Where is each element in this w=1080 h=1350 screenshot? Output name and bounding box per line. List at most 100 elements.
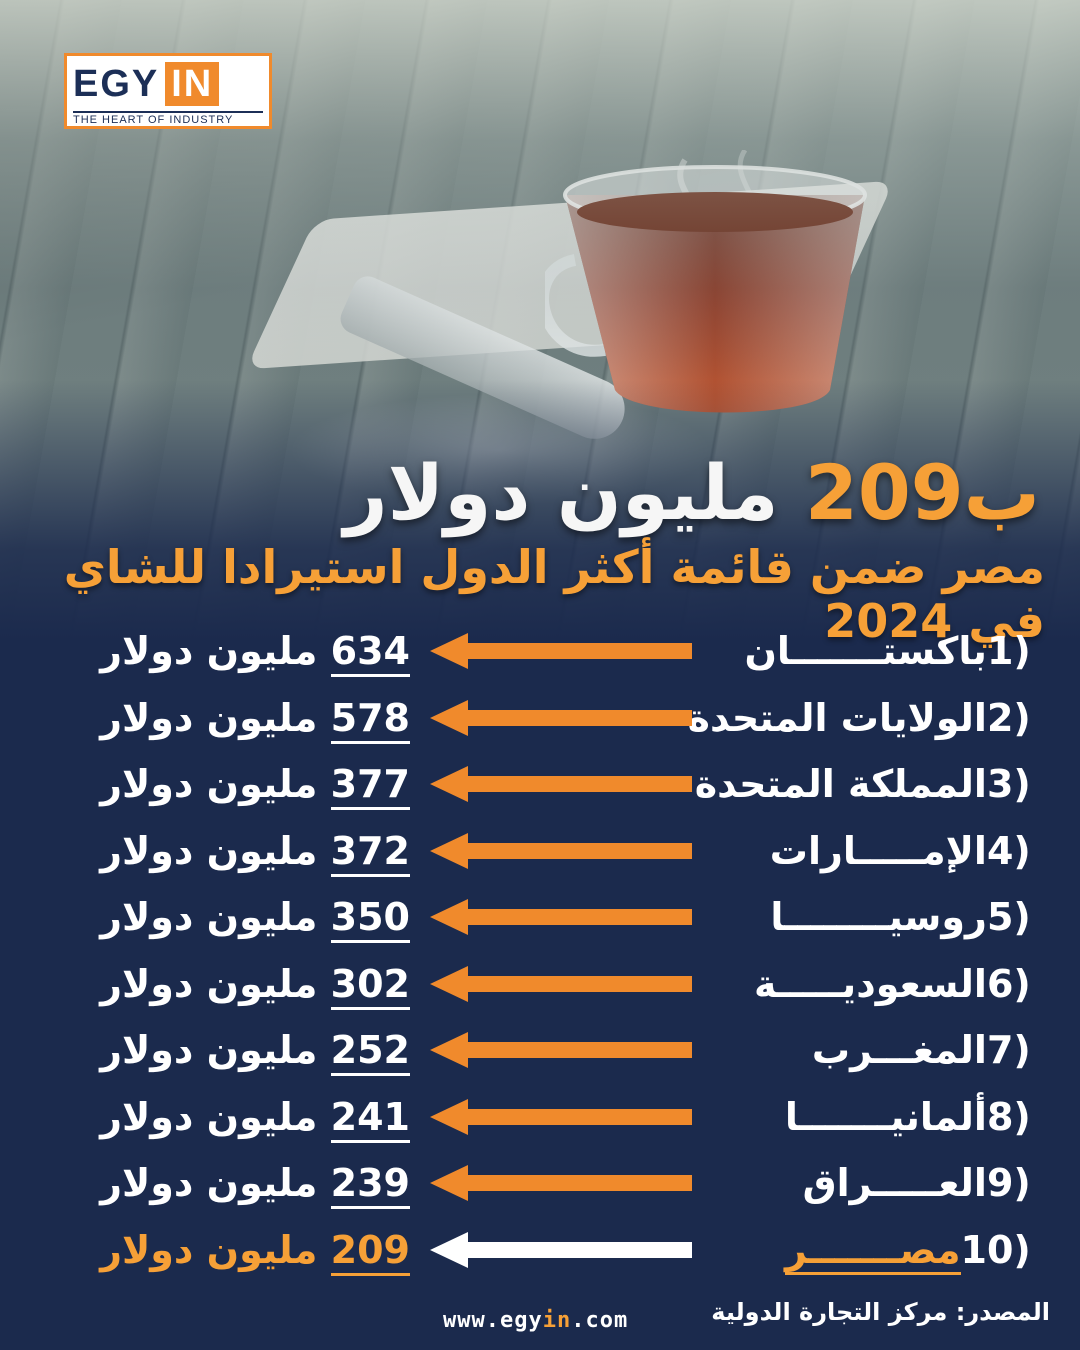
value-label: 252 مليون دولار	[40, 1025, 410, 1076]
value-label: 372 مليون دولار	[40, 826, 410, 877]
website-link[interactable]: www.egyin.com	[443, 1308, 628, 1333]
value-unit: مليون دولار	[100, 961, 331, 1006]
logo-tagline: THE HEART OF INDUSTRY	[73, 111, 263, 126]
ranking-row-10: 10) مصـــــــر 209 مليون دولار	[0, 1225, 1080, 1276]
country-label: 2) الولايات المتحدة	[688, 693, 1044, 743]
value-label: 350 مليون دولار	[40, 892, 410, 943]
rank-paren: )	[1013, 629, 1044, 673]
value-label: 239 مليون دولار	[40, 1158, 410, 1209]
arrow-left-icon	[430, 899, 692, 935]
rank-paren: )	[1013, 1094, 1044, 1139]
country-name: الإمـــــارات	[769, 828, 987, 873]
arrow-left-icon	[430, 1231, 692, 1268]
rank-paren: )	[1013, 828, 1044, 873]
country-name: باكستـــــــان	[744, 629, 987, 673]
value-unit: مليون دولار	[100, 695, 331, 740]
arrow-left-icon	[430, 633, 692, 669]
ranking-row-9: 9) العـــــراق 239 مليون دولار	[0, 1158, 1080, 1209]
rank-number: 6	[986, 961, 1014, 1006]
value-number: 241	[330, 1094, 410, 1143]
value-label: 302 مليون دولار	[40, 959, 410, 1010]
arrow-left-icon	[430, 1098, 692, 1135]
logo-text-in: IN	[165, 62, 220, 106]
rank-number: 3	[986, 762, 1014, 806]
ranking-row-2: 2) الولايات المتحدة 578 مليون دولار	[0, 693, 1080, 744]
value-number: 252	[330, 1028, 410, 1076]
country-name: المملكة المتحدة	[694, 762, 987, 806]
ranking-row-3: 3) المملكة المتحدة 377 مليون دولار	[0, 759, 1080, 810]
value-number: 578	[330, 695, 410, 744]
value-unit: مليون دولار	[100, 1028, 331, 1072]
rank-number: 1	[986, 629, 1014, 673]
rank-paren: )	[1013, 762, 1044, 806]
value-unit: مليون دولار	[100, 762, 331, 806]
ranking-row-7: 7) المغـــرب 252 مليون دولار	[0, 1025, 1080, 1076]
rank-paren: )	[1013, 1028, 1044, 1072]
rank-number: 7	[986, 1028, 1014, 1072]
value-label: 241 مليون دولار	[40, 1092, 410, 1143]
website-suffix: .com	[571, 1308, 629, 1333]
country-name: السعوديـــــة	[753, 961, 987, 1006]
website-prefix: www.egy	[443, 1308, 543, 1333]
ranking-row-8: 8) ألمانيـــــــا 241 مليون دولار	[0, 1092, 1080, 1143]
value-unit: مليون دولار	[100, 895, 331, 939]
value-label: 578 مليون دولار	[40, 693, 410, 744]
country-label: 6) السعوديـــــة	[704, 959, 1044, 1009]
country-label: 9) العـــــراق	[704, 1158, 1044, 1208]
rank-number: 9	[986, 1161, 1014, 1205]
rank-number: 5	[986, 895, 1014, 939]
arrow-left-icon	[430, 766, 692, 802]
ranking-row-1: 1) باكستـــــــان 634 مليون دولار	[0, 626, 1080, 677]
country-label: 7) المغـــرب	[704, 1025, 1044, 1075]
rank-paren: )	[1013, 1227, 1044, 1272]
country-name: المغـــرب	[811, 1028, 987, 1072]
value-number: 372	[330, 828, 410, 877]
country-name: روسيــــــــا	[770, 895, 987, 939]
value-number: 350	[330, 895, 410, 943]
country-label: 1) باكستـــــــان	[704, 626, 1044, 676]
page-title: ب209 مليون دولار	[40, 448, 1040, 537]
value-label: 634 مليون دولار	[40, 626, 410, 677]
value-unit: مليون دولار	[100, 828, 331, 873]
country-name: الولايات المتحدة	[687, 695, 987, 740]
rank-paren: )	[1013, 695, 1044, 740]
arrow-left-icon	[430, 699, 692, 736]
value-number: 239	[330, 1161, 410, 1209]
value-unit: مليون دولار	[100, 1094, 331, 1139]
value-label: 209 مليون دولار	[40, 1225, 410, 1276]
country-name: مصـــــــر	[784, 1227, 961, 1275]
title-rest: مليون دولار	[343, 448, 805, 537]
value-number: 302	[330, 961, 410, 1010]
tea-photo-background	[0, 0, 1080, 640]
source-note: المصدر: مركز التجارة الدولية	[711, 1298, 1050, 1326]
country-label: 4) الإمـــــارات	[704, 826, 1044, 876]
country-name: ألمانيـــــــا	[784, 1094, 987, 1139]
value-label: 377 مليون دولار	[40, 759, 410, 810]
rank-paren: )	[1013, 1161, 1044, 1205]
arrow-left-icon	[430, 832, 692, 869]
ranking-row-5: 5) روسيــــــــا 350 مليون دولار	[0, 892, 1080, 943]
value-unit: مليون دولار	[100, 629, 331, 673]
rank-number: 4	[986, 828, 1014, 873]
country-label: 8) ألمانيـــــــا	[704, 1092, 1044, 1142]
arrow-left-icon	[430, 965, 692, 1002]
rank-number: 2	[986, 695, 1014, 740]
country-label: 10) مصـــــــر	[704, 1225, 1044, 1275]
title-number: ب209	[804, 448, 1040, 537]
website-highlight: in	[542, 1308, 572, 1333]
country-label: 3) المملكة المتحدة	[695, 759, 1044, 809]
arrow-left-icon	[430, 1032, 692, 1068]
page-subtitle: مصر ضمن قائمة أكثر الدول استيرادا للشاي …	[63, 540, 1045, 648]
value-number: 634	[330, 629, 410, 677]
value-number: 209	[330, 1227, 410, 1276]
country-label: 5) روسيــــــــا	[704, 892, 1044, 942]
country-name: العـــــراق	[802, 1161, 987, 1205]
logo-text-egy: EGY	[73, 62, 160, 105]
ranking-row-6: 6) السعوديـــــة 302 مليون دولار	[0, 959, 1080, 1010]
rank-number: 8	[986, 1094, 1014, 1139]
value-unit: مليون دولار	[100, 1227, 331, 1272]
rank-paren: )	[1013, 961, 1044, 1006]
rank-paren: )	[1013, 895, 1044, 939]
arrow-left-icon	[430, 1165, 692, 1201]
